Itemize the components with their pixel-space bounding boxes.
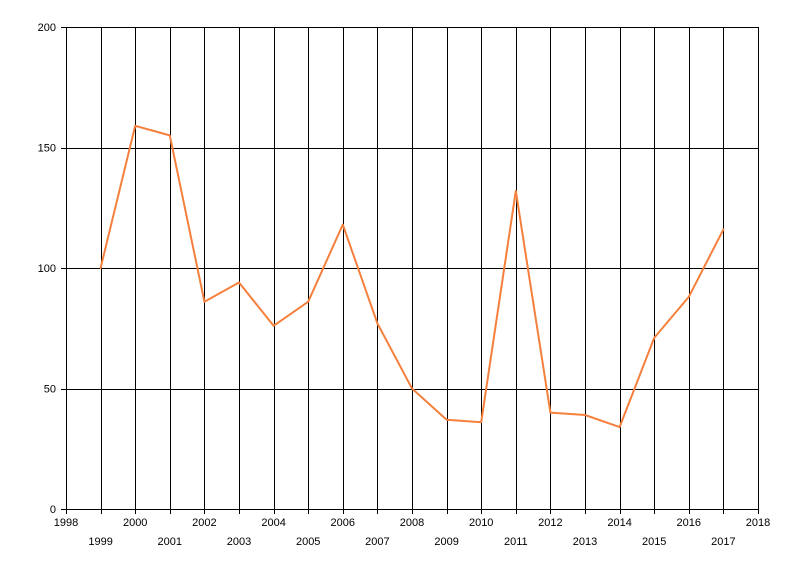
x-tick-label: 2017 — [711, 536, 735, 548]
y-axis-tick-labels: 0 50 100 150 200 — [38, 22, 56, 516]
axes — [61, 27, 758, 514]
x-tick-label: 2007 — [365, 536, 389, 548]
x-tick-label: 2002 — [192, 517, 216, 529]
x-tick-label: 2016 — [677, 517, 701, 529]
series-line — [99, 124, 725, 429]
y-tick-label: 200 — [38, 22, 56, 34]
x-tick-label: 2008 — [400, 517, 424, 529]
x-tick-label: 2010 — [469, 517, 493, 529]
x-tick-label: 2011 — [504, 536, 528, 548]
x-tick-label: 2012 — [538, 517, 562, 529]
y-tick-label: 0 — [50, 504, 56, 516]
y-tick-label: 100 — [38, 263, 56, 275]
y-tick-label: 50 — [44, 384, 56, 396]
x-tick-label: 2015 — [642, 536, 666, 548]
x-tick-label: 2014 — [607, 517, 631, 529]
x-tick-label: 1999 — [88, 536, 112, 548]
x-tick-label: 2006 — [331, 517, 355, 529]
grid — [61, 27, 759, 514]
x-axis-tick-labels: 1998 1999 2000 2001 2002 2003 2004 2005 2006 2007… — [54, 517, 770, 548]
x-tick-label: 2004 — [261, 517, 285, 529]
x-tick-label: 1998 — [54, 517, 78, 529]
series-group — [99, 124, 725, 429]
x-tick-label: 2013 — [573, 536, 597, 548]
x-tick-label: 2005 — [296, 536, 320, 548]
y-tick-label: 150 — [38, 143, 56, 155]
x-tick-label: 2018 — [746, 517, 770, 529]
x-tick-label: 2009 — [434, 536, 458, 548]
x-tick-label: 2001 — [158, 536, 182, 548]
x-tick-label: 2003 — [227, 536, 251, 548]
x-tick-label: 2000 — [123, 517, 147, 529]
